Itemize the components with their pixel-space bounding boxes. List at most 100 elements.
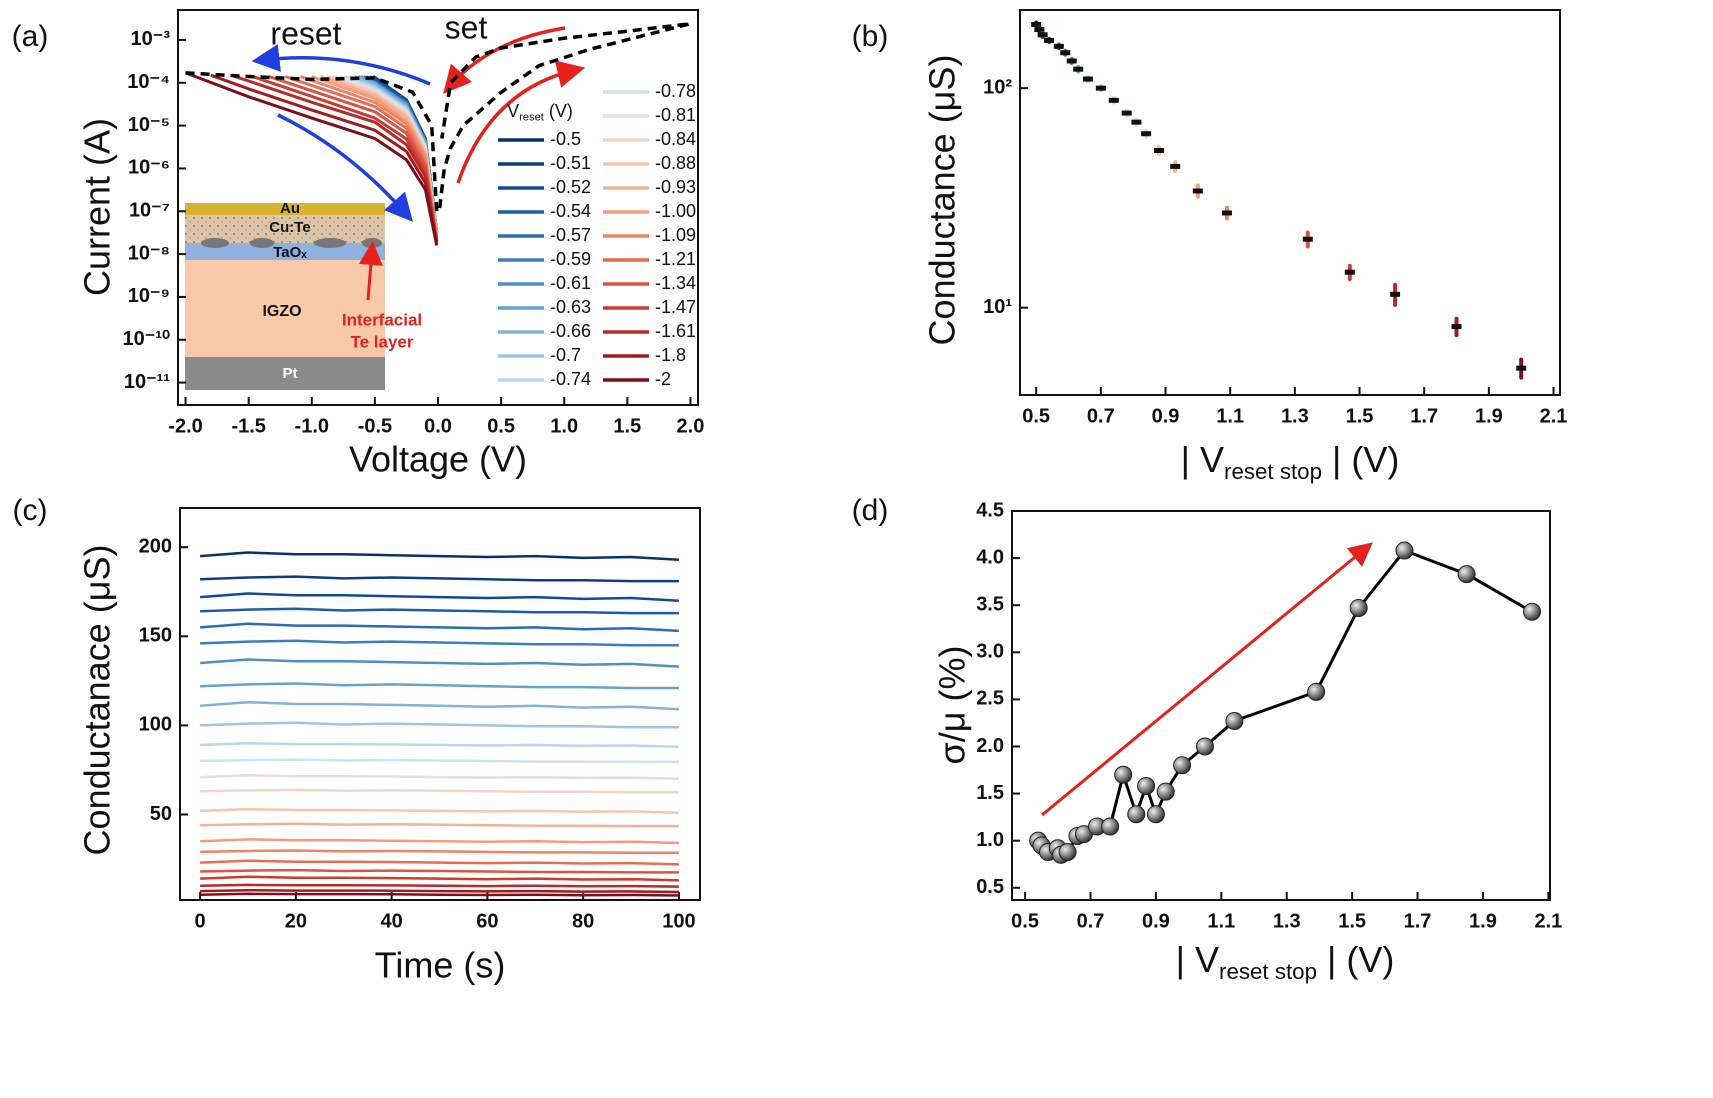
arrows (251, 26, 1373, 817)
x-axis-label-part: | V (1181, 439, 1224, 480)
y-tick-label: 10⁻⁹ (128, 285, 170, 307)
data-line (200, 788, 679, 794)
marker (1037, 32, 1048, 38)
data-line (185, 71, 439, 246)
x-tick-label: 1.5 (613, 415, 641, 437)
y-tick-label: 1.5 (976, 782, 1004, 804)
reset-arrow (251, 44, 431, 86)
y-tick-label: 50 (150, 803, 172, 825)
data-line (185, 21, 693, 214)
marker (1523, 602, 1542, 621)
marker (1146, 805, 1165, 824)
x-tick-label: 0.7 (1077, 910, 1105, 932)
data-line (1036, 549, 1533, 857)
inset-annotation: Te layer (350, 332, 413, 351)
y-tick-label: 150 (139, 625, 172, 647)
y-axis-label: Conductance (μS) (922, 55, 963, 346)
reset-arrow (277, 113, 413, 222)
marker (1053, 43, 1064, 49)
x-axis-label: | Vreset stop | (V) (1181, 439, 1400, 484)
marker (1108, 97, 1119, 103)
x-tick-label: 1.5 (1346, 405, 1374, 427)
marker (1044, 37, 1055, 43)
data-line (200, 741, 679, 749)
data-line (200, 859, 679, 866)
x-tick-label: 40 (381, 910, 403, 932)
legend-label: -0.59 (550, 249, 591, 269)
x-tick-label: 0 (195, 910, 206, 932)
marker (1058, 842, 1077, 861)
marker (1156, 782, 1175, 801)
data-line (200, 892, 679, 897)
legend-title-part: V (507, 101, 519, 121)
x-tick-label: -1.5 (231, 415, 265, 437)
legend-label: -1.00 (655, 201, 696, 221)
x-tick-label: 0.5 (487, 415, 515, 437)
layer-label: TaOₓ (273, 244, 307, 261)
data-line (200, 868, 679, 874)
legend-label: -1.34 (655, 273, 696, 293)
x-tick-label: -0.5 (358, 415, 392, 437)
x-tick-label: 0.0 (424, 415, 452, 437)
marker (1066, 58, 1077, 64)
data-line (200, 700, 679, 711)
data-line (200, 807, 679, 814)
x-tick-label: 2.1 (1534, 910, 1562, 932)
x-tick-label: 1.9 (1475, 405, 1503, 427)
y-axis-label: Current (A) (77, 118, 118, 296)
x-tick-label: 0.5 (1011, 910, 1039, 932)
legend-label: -1.61 (655, 321, 696, 341)
marker (1173, 756, 1192, 775)
x-tick-label: -2.0 (168, 415, 202, 437)
data-line (200, 622, 679, 633)
x-tick-label: -1.0 (295, 415, 329, 437)
panel-label: (a) (12, 20, 49, 53)
te-island (250, 238, 274, 248)
legend-label: -0.66 (550, 321, 591, 341)
x-tick-label: 1.7 (1404, 910, 1432, 932)
te-island (201, 238, 229, 248)
data-line (200, 592, 679, 602)
legend-label: -0.63 (550, 297, 591, 317)
data-line (200, 888, 679, 894)
plot-frame (179, 507, 701, 901)
data-line (200, 721, 679, 729)
x-axis-label-part: | (V) (1322, 439, 1399, 480)
legend-label: -0.54 (550, 201, 591, 221)
marker (1225, 712, 1244, 731)
legend-title-part: reset (519, 111, 545, 123)
data-line (200, 774, 679, 781)
legend-label: -0.61 (550, 273, 591, 293)
legend-label: -0.78 (655, 81, 696, 101)
marker (1114, 765, 1133, 784)
x-axis-label-part: reset stop (1219, 959, 1317, 984)
set-arrow (443, 26, 566, 94)
panel-label: (b) (852, 20, 889, 53)
x-tick-label: 0.7 (1087, 405, 1115, 427)
x-tick-label: 60 (476, 910, 498, 932)
y-tick-label: 4.5 (976, 499, 1004, 521)
inset: Au Cu:Te TaOₓ IGZO Pt Interfacial Te lay… (185, 200, 422, 390)
legend-label: -0.7 (550, 345, 581, 365)
marker (1302, 236, 1313, 242)
x-tick-label: 1.0 (550, 415, 578, 437)
trend-arrow (1041, 542, 1373, 817)
marker (1457, 565, 1476, 584)
legend-label: -0.51 (550, 153, 591, 173)
marker (1192, 188, 1203, 194)
marker (1170, 163, 1181, 169)
x-axis-label: Voltage (V) (349, 439, 527, 480)
y-tick-label: 200 (139, 535, 172, 557)
x-tick-label: 100 (662, 910, 695, 932)
plot-frame (1019, 9, 1561, 396)
x-axis-label-part: | V (1176, 939, 1219, 980)
legend-label: -0.84 (655, 129, 696, 149)
x-tick-label: 0.5 (1022, 405, 1050, 427)
marker (1101, 817, 1120, 836)
y-tick-label: 10¹ (983, 296, 1012, 318)
x-tick-label: 1.9 (1469, 910, 1497, 932)
set-arrow (456, 60, 586, 184)
x-tick-label: 2.1 (1540, 405, 1568, 427)
legend-label: -0.52 (550, 177, 591, 197)
panel-label: (d) (852, 494, 889, 527)
